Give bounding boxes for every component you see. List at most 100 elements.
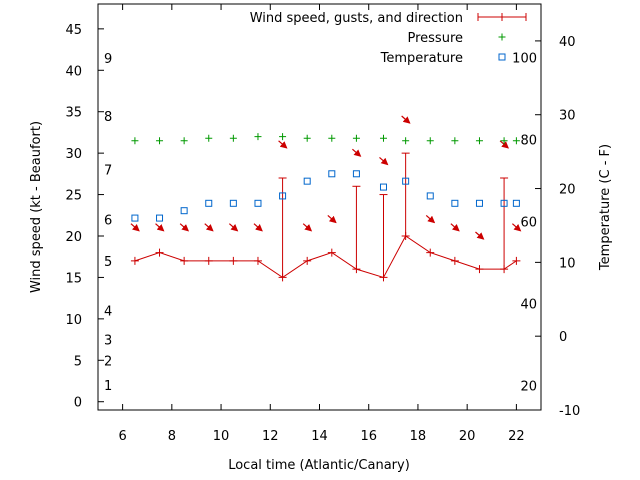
x-tick-label: 6 <box>118 429 126 444</box>
temperature-point <box>156 214 164 222</box>
y-left-tick-label: 10 <box>65 313 82 328</box>
pressure-point <box>379 134 387 142</box>
wind-direction-arrow <box>499 140 509 149</box>
y-right-tick-label: 10 <box>559 256 576 271</box>
beaufort-label: 6 <box>104 213 112 228</box>
wind-speed-point <box>180 256 189 265</box>
y-left-tick-label: 35 <box>65 106 82 121</box>
temperature-point <box>402 177 410 185</box>
wind-speed-point <box>475 265 484 274</box>
beaufort-label: 9 <box>104 52 112 67</box>
pressure-point <box>512 137 520 145</box>
data-marks <box>130 115 522 282</box>
wind-speed-point <box>303 256 312 265</box>
temperature-point <box>512 199 520 207</box>
fahrenheit-label: 80 <box>520 133 537 148</box>
temperature-point <box>180 207 188 215</box>
wind-speed-point <box>327 248 336 257</box>
temperature-point <box>379 183 387 191</box>
pressure-point <box>131 137 139 145</box>
pressure-point <box>254 133 262 141</box>
beaufort-label: 7 <box>104 164 112 179</box>
wind-speed-point <box>253 256 262 265</box>
x-axis-label: Local time (Atlantic/Canary) <box>228 458 410 473</box>
x-tick-label: 10 <box>213 429 230 444</box>
temperature-point <box>475 199 483 207</box>
temperature-point <box>131 214 139 222</box>
y-right-tick-label: 0 <box>559 330 567 345</box>
pressure-point <box>352 134 360 142</box>
wind-speed-line <box>134 235 517 279</box>
y-left-tick-label: 5 <box>74 354 82 369</box>
wind-direction-arrow <box>425 214 436 224</box>
temperature-point <box>279 192 287 200</box>
wind-direction-arrow <box>379 156 389 166</box>
wind-direction-arrow <box>327 214 337 224</box>
temperature-point <box>500 199 508 207</box>
temperature-point <box>303 177 311 185</box>
y-left-tick-label: 45 <box>65 23 82 38</box>
y-left-tick-label: 20 <box>65 230 82 245</box>
y-left-tick-label: 40 <box>65 64 82 79</box>
wind-direction-arrow <box>475 231 485 240</box>
wind-speed-point <box>229 256 238 265</box>
beaufort-label: 5 <box>104 255 112 270</box>
wind-direction-arrow <box>352 148 362 157</box>
temperature-point <box>451 199 459 207</box>
beaufort-label: 2 <box>104 354 112 369</box>
pressure-point <box>402 137 410 145</box>
beaufort-label: 1 <box>104 379 112 394</box>
y-right-tick-label: 20 <box>559 183 576 198</box>
temperature-point <box>426 192 434 200</box>
wind-direction-arrow <box>130 223 140 232</box>
legend-plus-swatch <box>498 33 506 41</box>
wind-direction-arrow <box>155 223 165 232</box>
fahrenheit-label: 60 <box>520 215 537 230</box>
pressure-point <box>303 134 311 142</box>
pressure-point <box>426 137 434 145</box>
wind-direction-arrow <box>204 223 214 232</box>
pressure-point <box>328 134 336 142</box>
fahrenheit-label: 100 <box>512 51 537 66</box>
pressure-point <box>156 137 164 145</box>
y-axis-left-label: Wind speed (kt - Beaufort) <box>29 121 44 293</box>
pressure-point <box>205 134 213 142</box>
temperature-point <box>205 199 213 207</box>
y-left-tick-label: 15 <box>65 271 82 286</box>
x-tick-label: 20 <box>459 429 476 444</box>
pressure-point <box>475 137 483 145</box>
x-tick-label: 22 <box>508 429 525 444</box>
fahrenheit-label: 40 <box>520 297 537 312</box>
wind-direction-arrow <box>401 115 411 124</box>
y-right-tick-label: 40 <box>559 35 576 50</box>
wind-direction-arrow <box>228 223 239 232</box>
x-tick-label: 16 <box>360 429 377 444</box>
legend-label: Temperature <box>380 51 463 66</box>
axis-ticks: 6 8 10 12 14 16 18 20 22051015202530354045-10010… <box>65 4 580 444</box>
wind-direction-arrow <box>450 223 460 232</box>
wind-direction-arrow <box>278 140 288 149</box>
beaufort-label: 4 <box>104 305 112 320</box>
x-tick-label: 8 <box>168 429 176 444</box>
wind-speed-point <box>450 256 459 265</box>
temperature-point <box>352 170 360 178</box>
temperature-point <box>328 170 336 178</box>
wind-speed-point <box>204 256 213 265</box>
beaufort-label: 3 <box>104 334 112 349</box>
beaufort-label: 8 <box>104 110 112 125</box>
wind-direction-arrow <box>179 223 190 232</box>
wind-speed-point <box>426 248 435 257</box>
x-tick-label: 18 <box>410 429 427 444</box>
legend-square-swatch <box>498 53 506 61</box>
wind-speed-point <box>155 248 164 257</box>
wind-direction-arrow <box>253 223 263 232</box>
y-right-tick-label: -10 <box>559 404 580 419</box>
plot-frame <box>97 3 542 411</box>
wind-speed-point <box>512 256 521 265</box>
legend: Wind speed, gusts, and direction Pressure… <box>250 11 527 66</box>
temperature-point <box>229 199 237 207</box>
y-left-tick-label: 0 <box>74 396 82 411</box>
legend-plus-swatch <box>498 13 506 21</box>
pressure-point <box>279 133 287 141</box>
